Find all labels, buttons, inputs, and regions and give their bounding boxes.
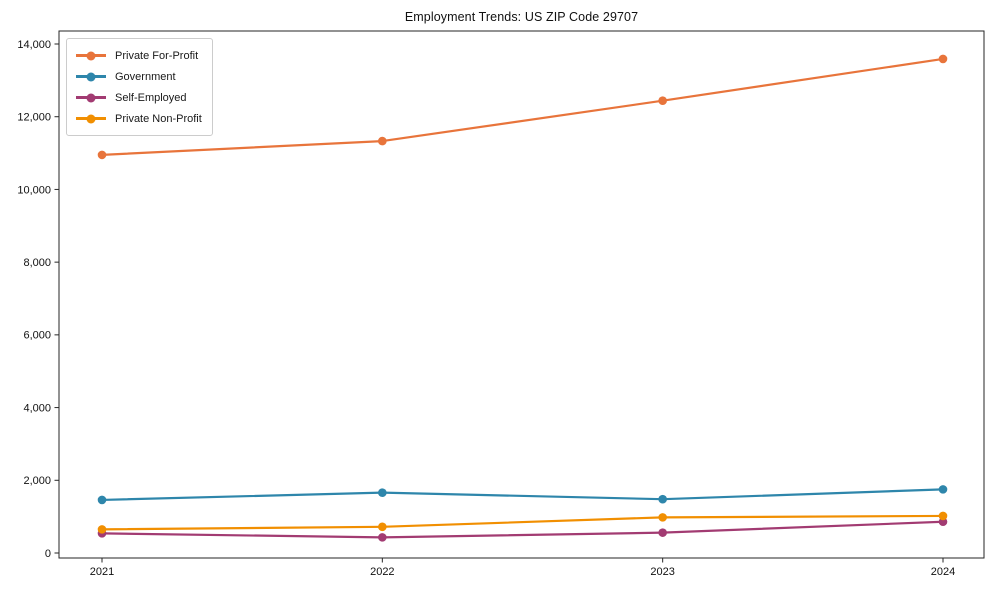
data-point-private-non-profit [378,522,387,532]
legend-label: Private Non-Profit [115,112,202,125]
x-tick-label: 2024 [931,566,955,578]
plot-border [58,30,985,559]
y-tick-label: 8,000 [23,257,51,269]
y-tick-label: 2,000 [23,475,51,487]
data-point-self-employed [658,528,667,537]
y-tick-label: 14,000 [17,39,51,51]
chart-title: Employment Trends: US ZIP Code 29707 [404,10,639,24]
legend-marker-icon [76,92,106,104]
series-line-self-employed [100,520,945,539]
legend: Private For-Profit Government Self-Employe… [66,38,213,136]
data-point-private-non-profit [97,525,107,534]
legend-item-private-for-profit: Private For-Profit [76,45,202,66]
data-point-private-non-profit [658,513,667,522]
data-point-self-employed [378,533,387,542]
data-point-private-non-profit [938,511,948,521]
series-line-government [100,488,945,502]
data-point-private-for-profit [658,96,667,106]
y-tick-label: 10,000 [17,184,51,196]
legend-marker-icon [76,50,106,62]
series-line-private-for-profit [100,57,945,156]
legend-marker-icon [76,113,106,125]
y-tick-label: 0 [45,548,51,560]
x-tick-label: 2021 [90,566,114,578]
data-point-private-for-profit [378,136,387,146]
legend-item-private-non-profit: Private Non-Profit [76,108,202,129]
legend-marker-icon [76,71,106,83]
data-point-government [378,488,387,497]
data-point-government [97,495,107,505]
y-tick-label: 12,000 [17,112,51,124]
y-tick-label: 6,000 [23,330,51,342]
legend-item-government: Government [76,66,202,87]
data-point-government [938,485,948,494]
y-tick-label: 4,000 [23,402,51,414]
legend-item-self-employed: Self-Employed [76,87,202,108]
legend-label: Private For-Profit [115,49,199,62]
series-line-private-non-profit [100,514,945,531]
x-tick-label: 2023 [650,566,674,578]
data-point-government [658,494,667,504]
legend-label: Self-Employed [115,91,187,104]
data-point-private-for-profit [97,150,107,160]
x-tick-label: 2022 [370,566,394,578]
data-point-private-for-profit [938,54,948,64]
legend-label: Government [115,70,176,83]
